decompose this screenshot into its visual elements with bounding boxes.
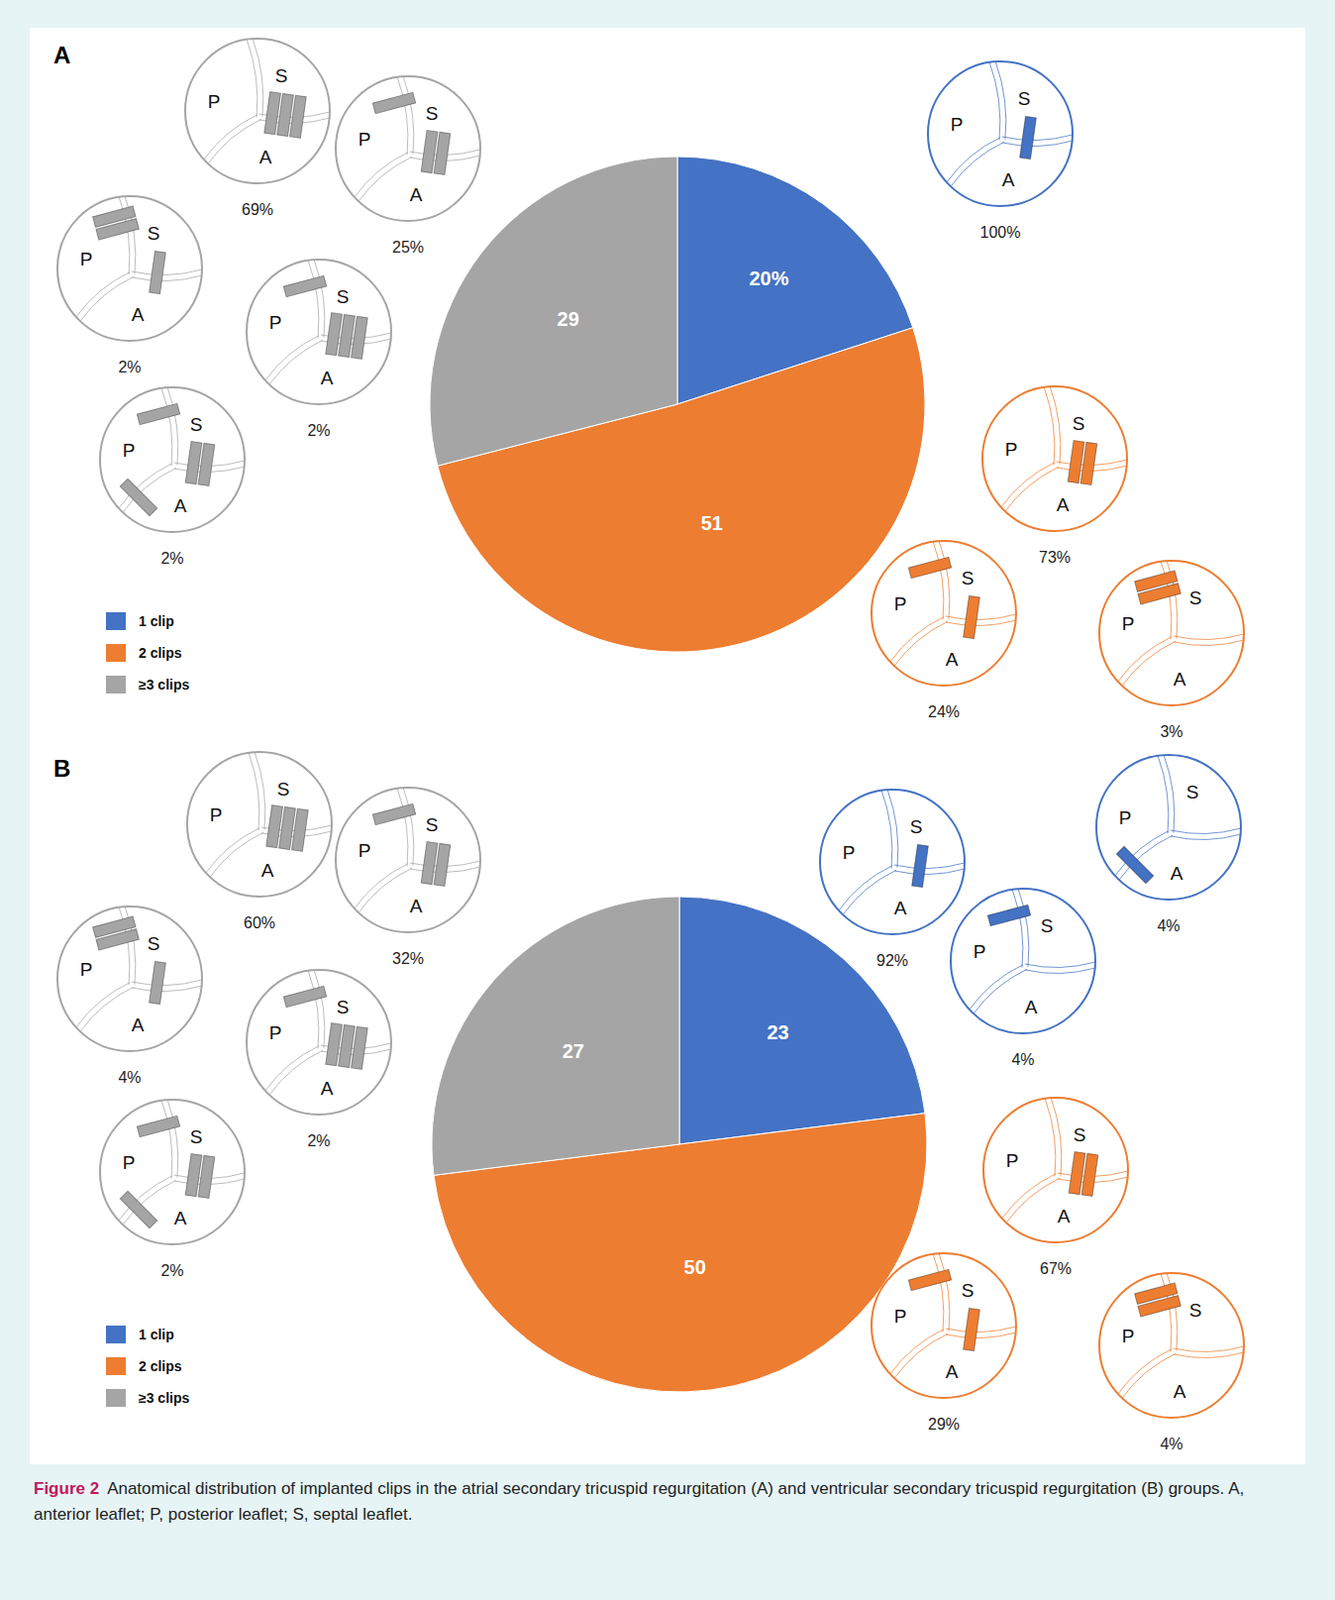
svg-text:29: 29 bbox=[557, 308, 580, 330]
svg-text:3%: 3% bbox=[1159, 722, 1183, 740]
svg-text:≥3 clips: ≥3 clips bbox=[138, 1389, 190, 1406]
svg-text:S: S bbox=[190, 413, 204, 435]
svg-text:S: S bbox=[147, 932, 161, 954]
svg-text:S: S bbox=[147, 222, 161, 244]
svg-text:S: S bbox=[425, 814, 439, 835]
svg-text:A: A bbox=[1025, 996, 1038, 1018]
svg-text:100%: 100% bbox=[980, 223, 1022, 241]
svg-text:A: A bbox=[945, 1360, 959, 1382]
svg-text:P: P bbox=[1119, 807, 1132, 828]
svg-text:A: A bbox=[1002, 169, 1016, 191]
svg-text:A: A bbox=[1173, 668, 1187, 690]
svg-text:20%: 20% bbox=[748, 267, 789, 290]
svg-text:24%: 24% bbox=[927, 703, 960, 720]
svg-text:S: S bbox=[1189, 587, 1203, 609]
svg-text:P: P bbox=[269, 311, 283, 333]
svg-text:P: P bbox=[358, 128, 372, 150]
svg-text:P: P bbox=[1122, 1325, 1135, 1346]
svg-text:A: A bbox=[131, 1014, 145, 1035]
svg-text:P: P bbox=[358, 839, 372, 861]
svg-text:P: P bbox=[122, 439, 136, 461]
svg-text:P: P bbox=[80, 958, 94, 980]
svg-text:S: S bbox=[277, 778, 291, 800]
svg-text:S: S bbox=[1186, 781, 1200, 803]
svg-text:29%: 29% bbox=[927, 1415, 960, 1433]
svg-text:60%: 60% bbox=[243, 914, 276, 931]
svg-text:S: S bbox=[961, 567, 975, 589]
svg-text:P: P bbox=[1122, 613, 1135, 634]
svg-text:S: S bbox=[961, 1279, 975, 1301]
svg-text:S: S bbox=[1072, 412, 1086, 434]
svg-text:P: P bbox=[973, 940, 987, 962]
svg-text:A: A bbox=[1173, 1380, 1187, 1402]
svg-text:50: 50 bbox=[684, 1255, 707, 1278]
svg-text:P: P bbox=[80, 248, 94, 270]
svg-text:A: A bbox=[320, 1077, 334, 1099]
svg-text:S: S bbox=[910, 816, 924, 837]
svg-text:4%: 4% bbox=[117, 1068, 141, 1086]
svg-text:A: A bbox=[1057, 1205, 1071, 1227]
html-text:Anatomical distribution of imp: Anatomical distribution of implanted cli… bbox=[33, 1478, 1245, 1524]
svg-text:P: P bbox=[207, 91, 221, 112]
svg-text:A: A bbox=[259, 146, 273, 168]
svg-text:P: P bbox=[209, 804, 223, 825]
html-text:Figure 2: Figure 2 bbox=[33, 1478, 100, 1498]
svg-text:A: A bbox=[945, 648, 959, 670]
svg-text:23: 23 bbox=[766, 1021, 789, 1043]
svg-text:69%: 69% bbox=[241, 201, 274, 218]
svg-text:A: A bbox=[174, 1207, 188, 1229]
svg-text:4%: 4% bbox=[1156, 917, 1180, 934]
svg-text:1 clip: 1 clip bbox=[138, 1326, 175, 1342]
svg-text:A: A bbox=[53, 41, 71, 69]
svg-text:S: S bbox=[336, 286, 350, 308]
svg-text:2%: 2% bbox=[160, 549, 184, 567]
svg-text:A: A bbox=[894, 897, 908, 919]
svg-text:92%: 92% bbox=[876, 951, 909, 969]
svg-text:A: A bbox=[1170, 862, 1184, 884]
svg-text:S: S bbox=[1040, 915, 1054, 936]
svg-text:S: S bbox=[1189, 1299, 1203, 1321]
svg-text:A: A bbox=[320, 367, 334, 389]
svg-text:32%: 32% bbox=[392, 949, 424, 967]
svg-text:P: P bbox=[842, 841, 856, 863]
svg-text:A: A bbox=[131, 304, 145, 325]
svg-text:P: P bbox=[894, 593, 908, 615]
svg-text:27: 27 bbox=[562, 1039, 585, 1062]
svg-text:P: P bbox=[950, 113, 964, 135]
svg-text:P: P bbox=[122, 1151, 136, 1173]
svg-text:S: S bbox=[1073, 1124, 1087, 1145]
svg-text:2%: 2% bbox=[160, 1261, 184, 1279]
svg-text:51: 51 bbox=[701, 512, 723, 534]
svg-text:67%: 67% bbox=[1039, 1259, 1072, 1277]
svg-text:P: P bbox=[894, 1305, 908, 1327]
svg-text:A: A bbox=[410, 184, 423, 206]
svg-text:4%: 4% bbox=[1011, 1050, 1034, 1068]
svg-text:2%: 2% bbox=[307, 421, 330, 439]
svg-text:2%: 2% bbox=[307, 1131, 330, 1149]
svg-text:73%: 73% bbox=[1038, 548, 1071, 566]
svg-text:S: S bbox=[336, 996, 350, 1018]
svg-text:S: S bbox=[275, 65, 289, 87]
svg-text:P: P bbox=[1006, 1149, 1020, 1171]
svg-text:P: P bbox=[269, 1022, 283, 1043]
svg-text:S: S bbox=[425, 102, 439, 124]
svg-text:2%: 2% bbox=[117, 358, 141, 376]
svg-text:S: S bbox=[190, 1126, 204, 1147]
svg-text:S: S bbox=[1018, 88, 1031, 109]
svg-text:A: A bbox=[174, 495, 188, 516]
svg-text:2 clips: 2 clips bbox=[138, 644, 183, 661]
svg-text:≥3 clips: ≥3 clips bbox=[138, 676, 190, 693]
svg-text:B: B bbox=[53, 754, 71, 782]
svg-text:4%: 4% bbox=[1159, 1435, 1183, 1452]
svg-text:2 clips: 2 clips bbox=[138, 1357, 183, 1374]
svg-text:A: A bbox=[1056, 494, 1070, 515]
svg-text:1 clip: 1 clip bbox=[138, 613, 175, 629]
svg-text:A: A bbox=[410, 895, 423, 917]
svg-text:A: A bbox=[261, 859, 275, 881]
svg-text:25%: 25% bbox=[392, 238, 424, 256]
svg-text:P: P bbox=[1005, 438, 1019, 460]
